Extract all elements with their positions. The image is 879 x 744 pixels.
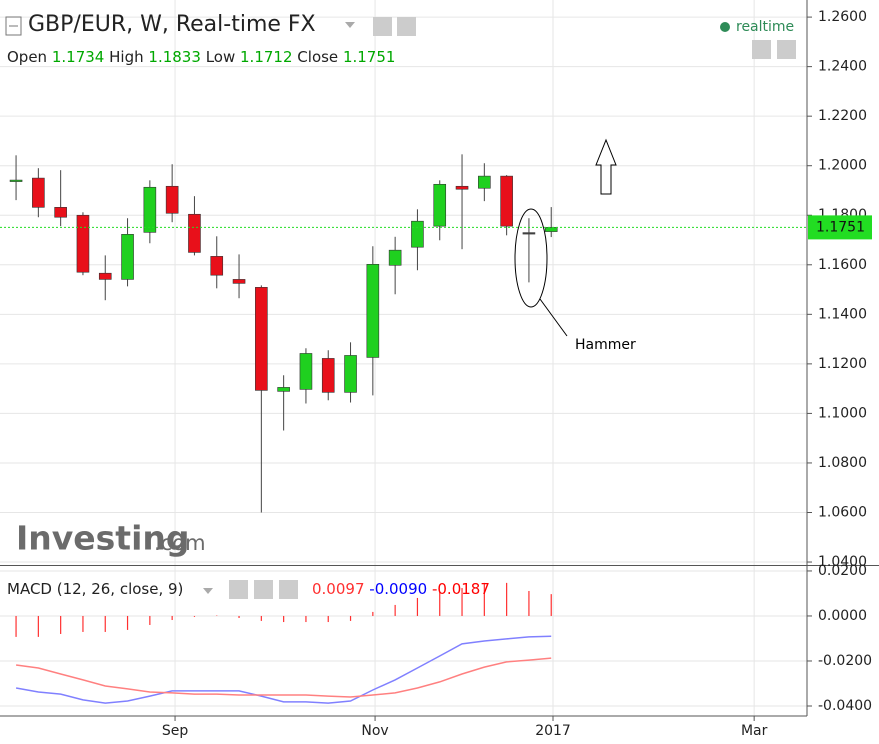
hammer-ellipse <box>514 208 548 308</box>
up-arrow <box>595 138 617 195</box>
candle-body <box>32 177 45 208</box>
watermark: Investing <box>16 519 190 558</box>
macd-line <box>15 635 552 704</box>
macd-close-icon[interactable] <box>279 580 298 599</box>
ohlc-label: Open <box>7 48 48 66</box>
macd-values: 0.0097 -0.0090 -0.0187 <box>312 580 490 598</box>
last-price-label: 1.1751 <box>816 219 865 235</box>
candle-body <box>366 263 380 358</box>
y-tick-label: 1.1000 <box>818 405 867 421</box>
y-tick-label: 1.0400 <box>818 554 867 570</box>
macd-title: MACD (12, 26, close, 9) <box>7 580 184 598</box>
candle-body <box>188 213 201 253</box>
ohlc-label: Close <box>297 48 339 66</box>
y-tick-label: 1.2600 <box>818 9 867 25</box>
candle-body <box>210 256 224 276</box>
ohlc-value: 1.1712 <box>240 48 293 66</box>
ohlc-value: 1.1751 <box>342 48 396 66</box>
macd-last-value: 0.0097 <box>312 580 365 598</box>
macd-visibility-icon[interactable] <box>229 580 248 599</box>
candle-body <box>433 183 447 227</box>
candle-body <box>321 358 335 393</box>
download-icon[interactable] <box>777 40 796 59</box>
candle-body <box>277 387 290 392</box>
candle-body <box>98 272 112 280</box>
ohlc-value: 1.1734 <box>51 48 105 66</box>
y-tick-label: 0.0000 <box>818 608 867 624</box>
candle-body <box>411 220 424 248</box>
y-tick-label: 0.0200 <box>818 563 867 579</box>
macd-dropdown[interactable] <box>203 588 213 594</box>
candle-body <box>344 355 357 393</box>
candle-body <box>478 175 491 189</box>
candle-body <box>544 227 558 232</box>
macd-settings-icon[interactable] <box>254 580 273 599</box>
y-tick-label: -0.0400 <box>818 698 872 714</box>
ohlc-row: Open 1.1734 High 1.1833 Low 1.1712 Close… <box>7 48 395 66</box>
ohlc-value: 1.1833 <box>148 48 201 66</box>
candle-body <box>121 234 134 280</box>
candle-body <box>500 175 513 227</box>
macd-last-value: -0.0090 <box>369 580 428 598</box>
x-tick-label: Mar <box>741 723 768 739</box>
title-dropdown[interactable] <box>345 22 355 28</box>
y-tick-label: 1.2000 <box>818 158 867 174</box>
candle-body <box>455 185 469 190</box>
settings-icon[interactable] <box>373 17 392 36</box>
candle-body <box>54 207 67 218</box>
watermark-suffix: .com <box>154 531 206 555</box>
gear-icon[interactable] <box>397 17 416 36</box>
y-tick-label: 1.2200 <box>818 108 867 124</box>
ohlc-label: Low <box>205 48 236 66</box>
macd-last-value: -0.0187 <box>431 580 490 598</box>
annotation: Hammer <box>575 337 636 353</box>
last-price-box <box>808 215 872 240</box>
y-tick-label: 1.1400 <box>818 306 867 322</box>
y-tick-label: 1.0600 <box>818 504 867 520</box>
y-tick-label: 1.1600 <box>818 257 867 273</box>
candle-body <box>232 279 246 284</box>
candle-body <box>522 232 536 235</box>
download-icon[interactable] <box>752 40 771 59</box>
hammer-pointer <box>539 298 568 337</box>
realtime-dot <box>720 22 730 32</box>
candle-body <box>143 186 157 233</box>
x-tick-label: Nov <box>361 723 388 739</box>
collapse-icon[interactable] <box>5 16 22 36</box>
y-tick-label: 1.2400 <box>818 59 867 75</box>
chart-title: GBP/EUR, W, Real-time FX <box>28 12 316 37</box>
candle-body <box>255 287 268 391</box>
y-tick-label: 1.0800 <box>818 455 867 471</box>
ohlc-label: High <box>109 48 144 66</box>
status: realtime <box>736 19 794 35</box>
x-tick-label: 2017 <box>535 723 571 739</box>
y-tick-label: -0.0200 <box>818 653 872 669</box>
y-tick-label: 1.1200 <box>818 356 867 372</box>
candle-body <box>165 185 179 214</box>
x-tick-label: Sep <box>162 723 189 739</box>
candle-body <box>388 249 402 266</box>
candle-body <box>9 179 23 182</box>
candle-body <box>76 214 90 273</box>
macd-line <box>16 657 552 698</box>
candle-body <box>299 353 313 390</box>
